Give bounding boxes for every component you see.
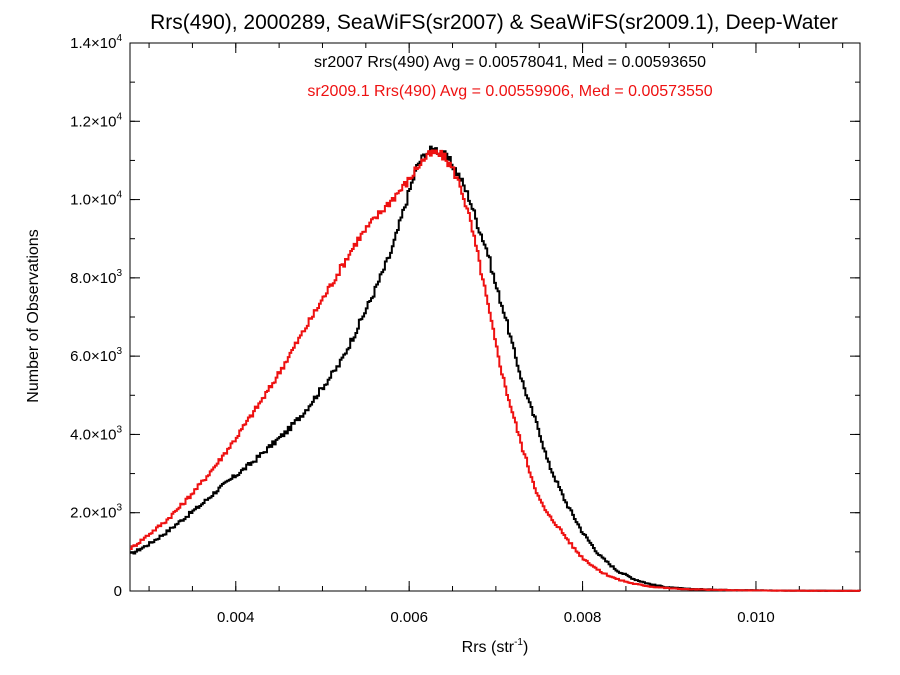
x-axis-label: Rrs (str-1) (462, 637, 529, 656)
x-tick-label: 0.010 (737, 609, 775, 626)
plot-frame (129, 42, 861, 592)
annotation-sr2009: sr2009.1 Rrs(490) Avg = 0.00559906, Med … (307, 83, 712, 100)
y-axis-label: Number of Observations (25, 229, 42, 402)
x-axis-label-main: Rrs (str (462, 639, 515, 656)
y-tick-label: 1.2×104 (70, 111, 122, 130)
y-tick-label: 1.4×104 (70, 33, 122, 52)
x-tick-label: 0.008 (564, 609, 602, 626)
x-tick-label: 0.006 (390, 609, 428, 626)
series-layer (130, 145, 861, 592)
y-tick-label: 6.0×103 (70, 346, 122, 365)
plot-area (129, 42, 861, 592)
chart-title: Rrs(490), 2000289, SeaWiFS(sr2007) & Sea… (150, 11, 838, 34)
y-tick-label: 1.0×104 (70, 190, 122, 209)
series-line-sr2009.1 (130, 149, 861, 592)
series-line-sr2007 (130, 145, 861, 592)
y-tick-label: 8.0×103 (70, 268, 122, 287)
y-tick-label: 2.0×103 (70, 503, 122, 522)
y-tick-labels: 0 2.0×103 4.0×103 6.0×103 8.0×103 1.0×104 1.2×… (70, 33, 122, 600)
axis-ticks (130, 42, 860, 592)
x-tick-labels: 0.004 0.006 0.008 0.010 (217, 609, 775, 626)
y-tick-label: 4.0×103 (70, 424, 122, 443)
x-axis-label-close: ) (523, 639, 528, 656)
x-axis-label-sup: -1 (514, 637, 523, 648)
annotation-sr2007: sr2007 Rrs(490) Avg = 0.00578041, Med = … (314, 54, 706, 71)
x-tick-label: 0.004 (217, 609, 255, 626)
y-tick-label: 0 (114, 583, 122, 600)
